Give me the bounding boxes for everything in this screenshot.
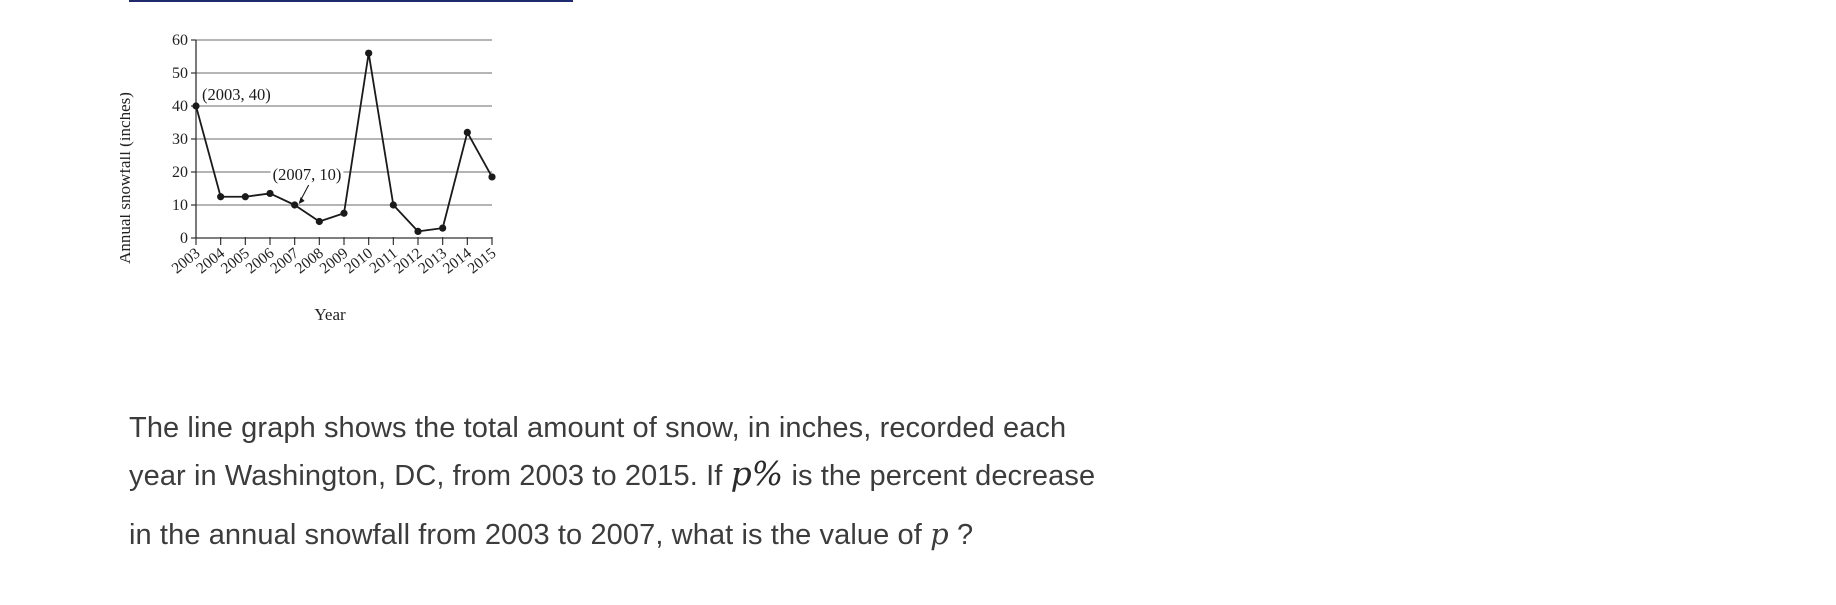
y-tick-label-40: 40	[172, 98, 188, 115]
data-point-2005	[241, 193, 249, 201]
snowfall-series	[192, 49, 496, 235]
x-tick-labels: 2003200420052006200720082009201020112012…	[169, 245, 500, 278]
annotation-arrowhead-2007	[298, 197, 305, 204]
question-line-2: year in Washington, DC, from 2003 to 201…	[129, 451, 1249, 499]
chart-annotations: (2003, 40) (2007, 10)	[200, 84, 344, 204]
y-tick-label-60: 60	[172, 32, 188, 49]
y-tick-label-10: 10	[172, 197, 188, 214]
question-line-1: The line graph shows the total amount of…	[129, 412, 1067, 444]
question-line-2-start: year in Washington, DC, from 2003 to 201…	[129, 460, 723, 492]
data-point-2004	[217, 193, 225, 201]
y-tick-label-50: 50	[172, 65, 188, 82]
annotation-bg-2007	[270, 164, 344, 185]
x-tick-label-2015: 2015	[465, 245, 500, 278]
data-point-2013	[439, 224, 447, 232]
data-point-2010	[365, 49, 373, 57]
annotation-2003: (2003, 40)	[202, 85, 271, 104]
snowfall-line-chart: 0 10 20 30 40 50 60 20032004200520062007200820…	[120, 32, 500, 324]
math-expression-text: p%	[730, 454, 784, 493]
variable-p: p	[930, 517, 949, 551]
x-axis-label: Year	[314, 305, 346, 324]
data-point-2006	[266, 189, 274, 198]
question-line-2-end: is the percent decrease	[791, 460, 1096, 492]
y-axis-label: Annual snowfall (inches)	[120, 92, 134, 264]
data-point-2012	[414, 227, 422, 235]
data-point-2009	[340, 209, 348, 217]
question-mark: ?	[956, 519, 974, 551]
chart-grid	[196, 39, 492, 206]
chart-axes	[191, 39, 493, 245]
question-text: The line graph shows the total amount of…	[129, 405, 1249, 558]
data-point-2014	[463, 128, 471, 136]
y-tick-label-0: 0	[180, 230, 188, 247]
data-point-2007	[291, 201, 299, 209]
math-expression: p%	[731, 454, 784, 493]
data-point-2008	[315, 217, 323, 226]
question-line-3: in the annual snowfall from 2003 to 2007…	[129, 511, 1249, 558]
annotation-2007: (2007, 10)	[273, 165, 342, 184]
question-line-3-start: in the annual snowfall from 2003 to 2007…	[129, 519, 922, 551]
y-tick-labels: 0 10 20 30 40 50 60	[172, 32, 188, 247]
data-point-2011	[389, 201, 397, 209]
y-tick-label-20: 20	[172, 164, 188, 181]
y-tick-label-30: 30	[172, 131, 188, 148]
top-divider	[129, 0, 573, 2]
data-point-2015	[488, 173, 496, 181]
annotation-bg-2003	[200, 84, 273, 105]
data-point-2003	[192, 102, 200, 110]
